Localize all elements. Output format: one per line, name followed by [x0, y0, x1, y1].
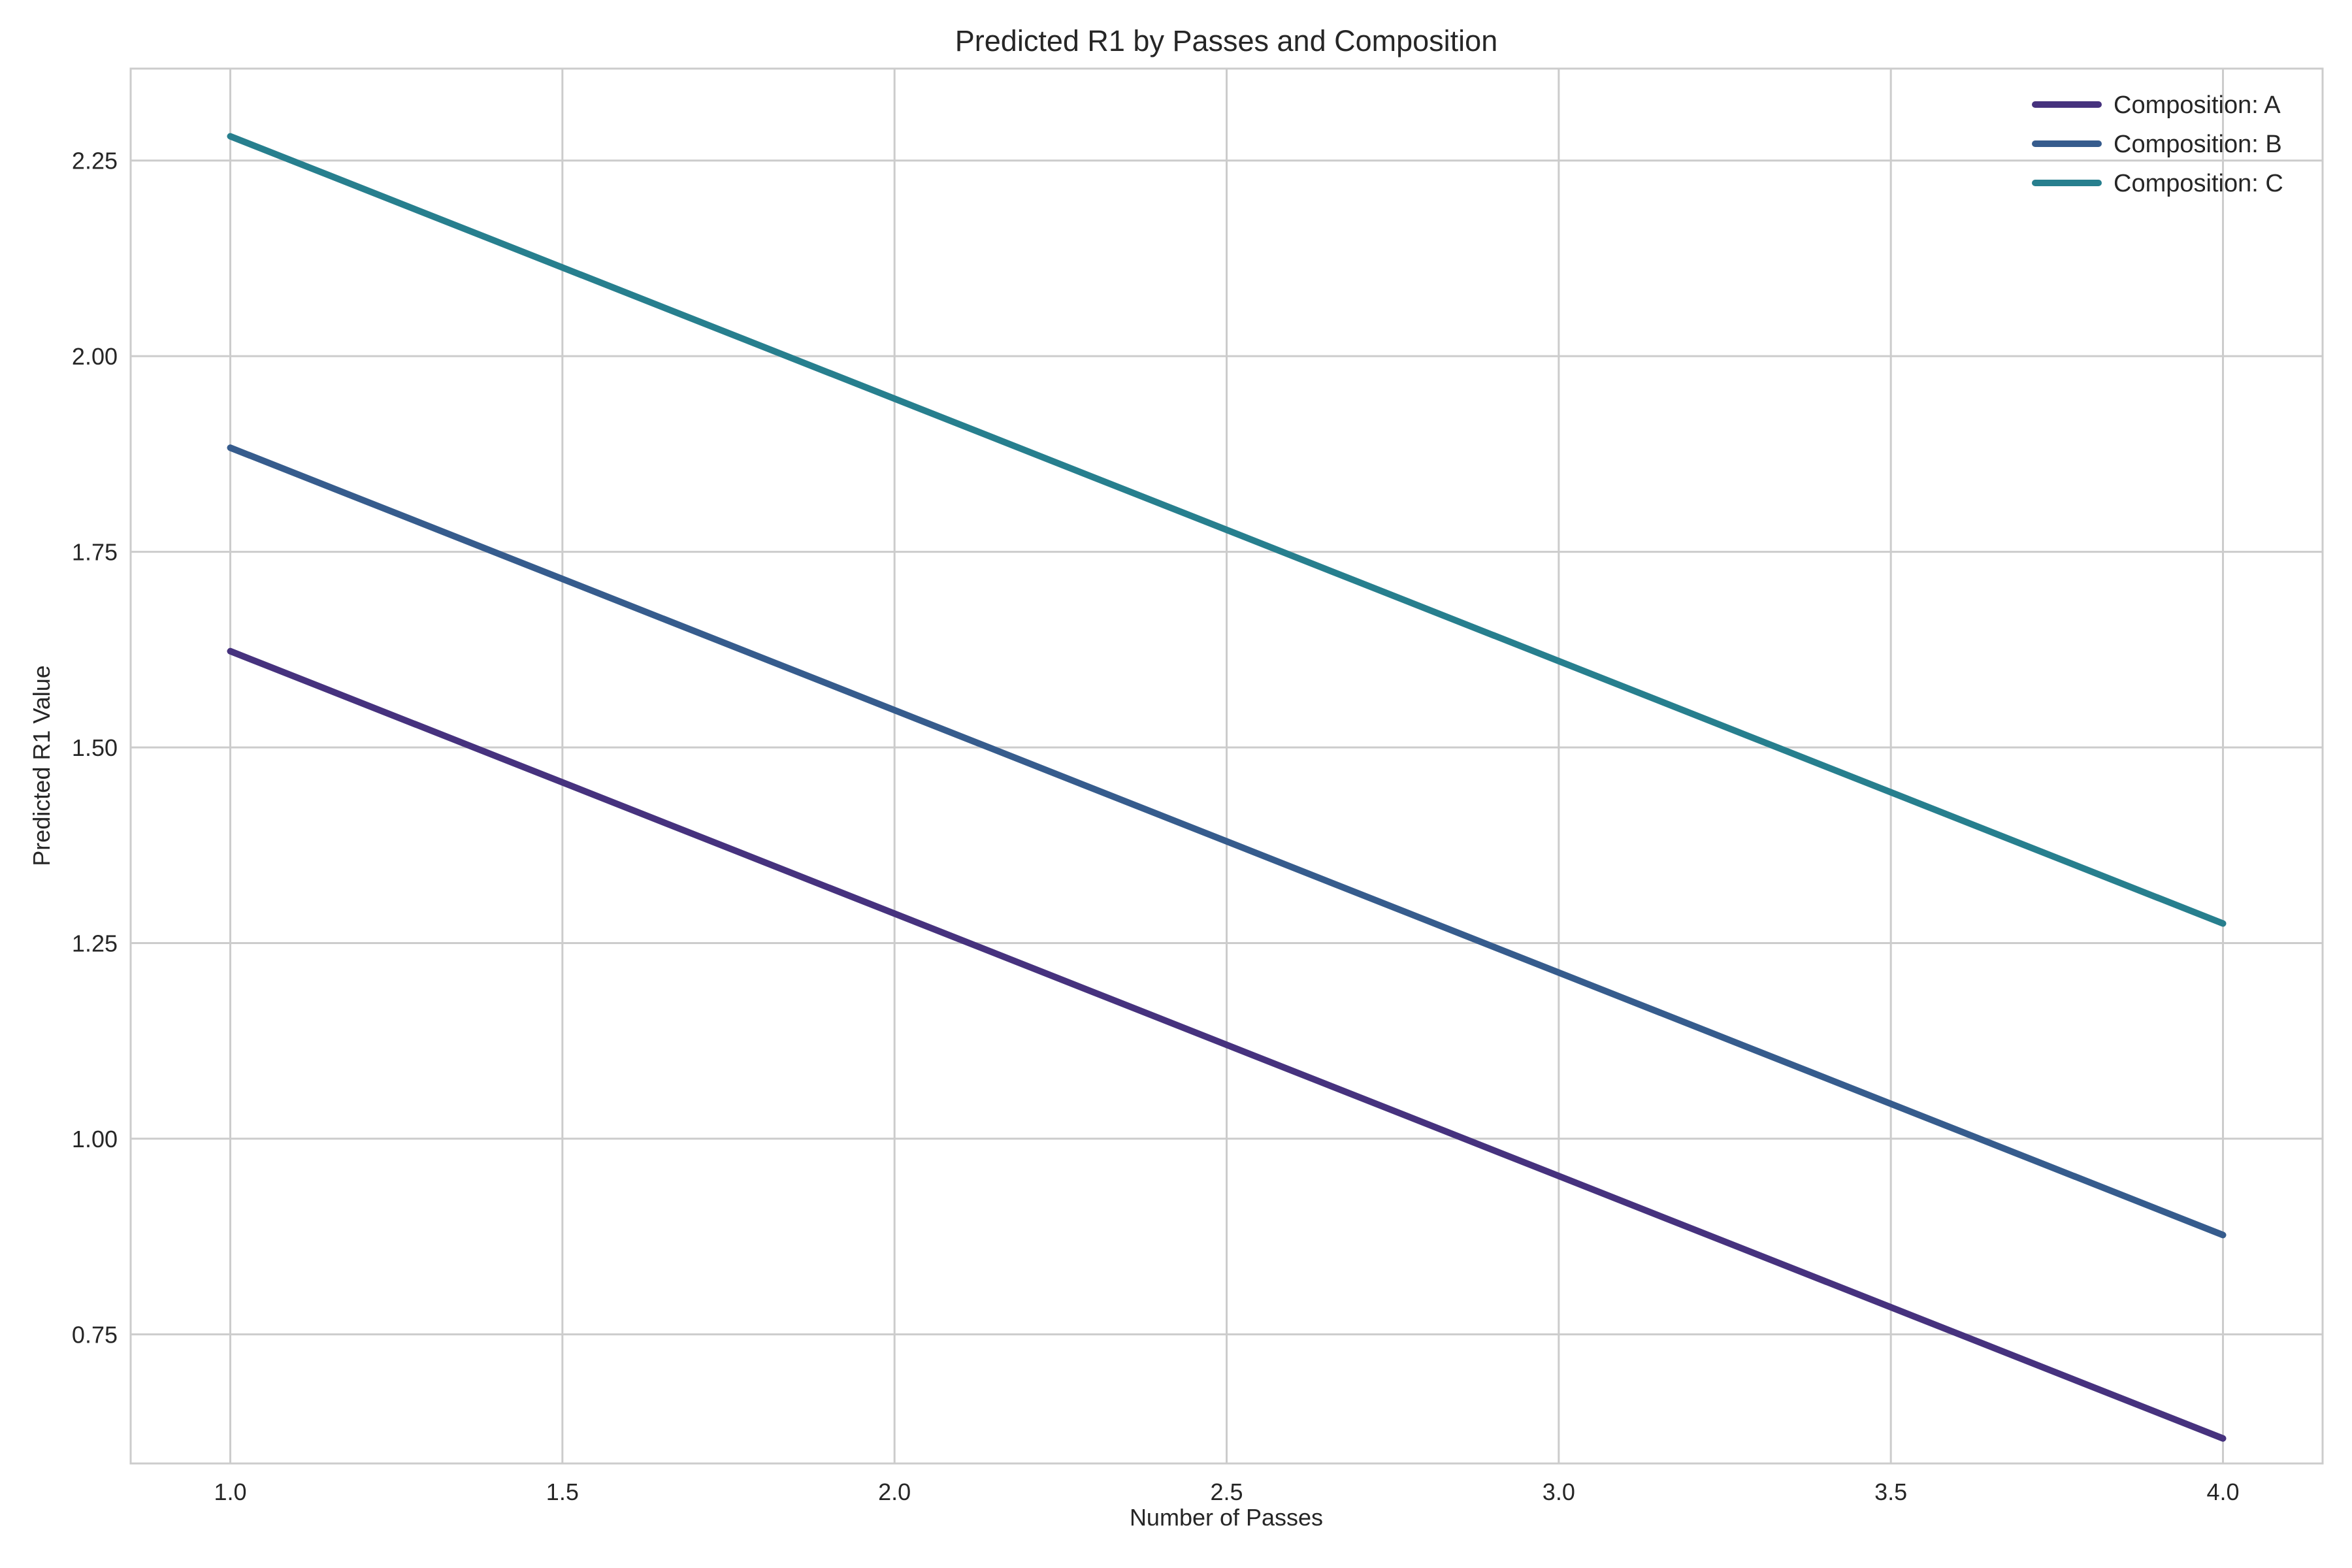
y-tick-label: 1.50 [72, 734, 118, 761]
x-tick-label: 3.0 [1543, 1478, 1575, 1505]
x-tick-label: 1.5 [546, 1478, 579, 1505]
y-tick-label: 1.75 [72, 539, 118, 566]
legend-label: Composition: B [2114, 131, 2282, 158]
legend-label: Composition: C [2114, 170, 2283, 197]
y-tick-label: 1.25 [72, 930, 118, 956]
x-axis-ticks: 1.0 1.5 2.0 2.5 3.0 3.5 4.0 [214, 1478, 2239, 1505]
y-tick-label: 1.00 [72, 1126, 118, 1152]
x-tick-label: 1.0 [214, 1478, 246, 1505]
x-tick-label: 4.0 [2206, 1478, 2239, 1505]
x-tick-label: 2.0 [878, 1478, 911, 1505]
x-tick-label: 3.5 [1874, 1478, 1907, 1505]
series-line-composition-c [227, 133, 2227, 927]
x-tick-label: 2.5 [1210, 1478, 1243, 1505]
series-lines [227, 133, 2227, 1442]
y-axis-ticks: 0.75 1.00 1.25 1.50 1.75 2.00 2.25 [72, 148, 118, 1348]
x-axis-label: Number of Passes [1130, 1504, 1323, 1531]
legend-label: Composition: A [2114, 91, 2281, 119]
plot-area-frame [129, 67, 2324, 1465]
y-tick-label: 2.25 [72, 148, 118, 174]
series-line-composition-a [227, 647, 2227, 1442]
legend: Composition: A Composition: B Composition:… [2032, 91, 2283, 197]
series-line-composition-b [227, 444, 2227, 1239]
y-axis-label: Predicted R1 Value [28, 665, 55, 866]
y-tick-label: 2.00 [72, 343, 118, 370]
chart-title: Predicted R1 by Passes and Composition [955, 24, 1497, 57]
y-tick-label: 0.75 [72, 1321, 118, 1348]
